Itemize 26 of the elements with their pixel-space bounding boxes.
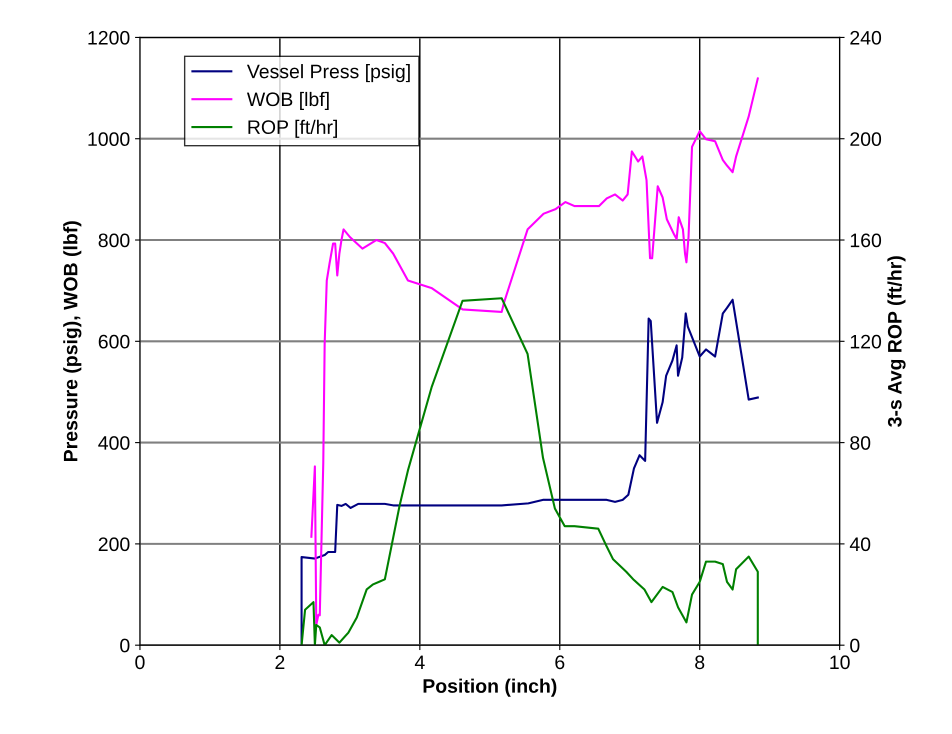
- y-tick-label: 200: [98, 537, 130, 552]
- y-tick-label: 1200: [88, 30, 130, 45]
- y2-tick-label: 240: [850, 30, 882, 45]
- x-tick-label: 4: [414, 656, 425, 669]
- y2-tick-label: 160: [850, 233, 882, 248]
- y-tick-label: 1000: [88, 132, 130, 146]
- x-tick-label: 0: [135, 655, 145, 670]
- legend-label: WOB [lbf]: [246, 92, 329, 110]
- y-tick-label: 400: [98, 436, 130, 450]
- y-tick-label: 0: [120, 638, 130, 652]
- y2-tick-label: 0: [850, 638, 860, 652]
- y-tick-label: 800: [98, 233, 130, 248]
- x-tick-label: 6: [555, 655, 564, 670]
- y2-tick-label: 80: [850, 436, 870, 450]
- y2-axis-title: 3-s Avg ROP (ft/hr): [887, 256, 906, 427]
- y2-tick-label: 120: [850, 334, 882, 349]
- x-axis-title: Position (inch): [424, 678, 556, 697]
- y2-tick-label: 200: [850, 132, 882, 146]
- y-tick-label: 600: [98, 334, 130, 349]
- x-tick-label: 2: [275, 655, 284, 669]
- x-tick-label: 8: [695, 655, 704, 670]
- legend-label: ROP [ft/hr]: [248, 120, 337, 138]
- x-tick-label: 10: [830, 655, 850, 670]
- legend-label: Vessel Press [psig]: [246, 64, 410, 82]
- y-axis-title: Pressure (psig), WOB (lbf): [63, 221, 82, 461]
- y2-tick-label: 40: [850, 537, 870, 552]
